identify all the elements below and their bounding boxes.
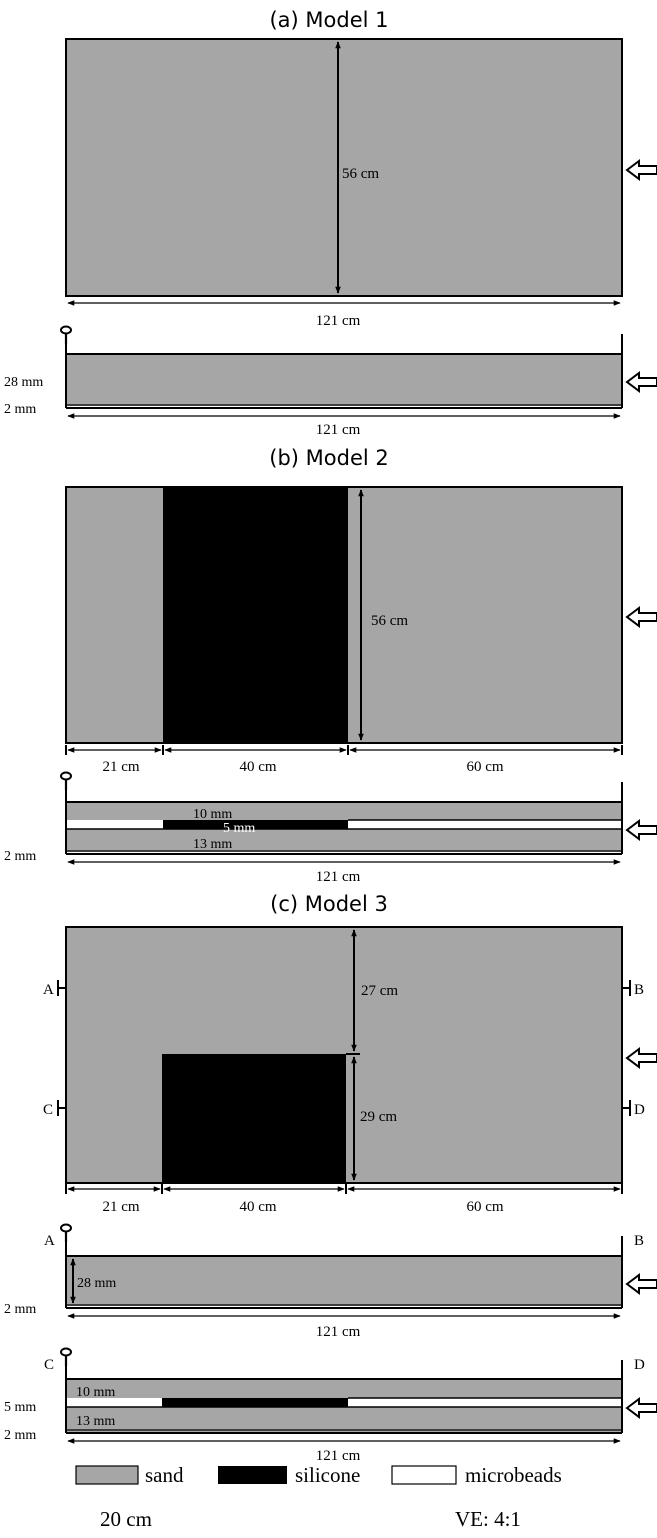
model3-section-ab-sand	[66, 1256, 622, 1306]
model3-section-cd-push-arrow-icon	[626, 1398, 657, 1418]
model3-seg2-label: 40 cm	[239, 1199, 276, 1215]
model1-section-thickness-label: 28 mm	[4, 375, 43, 390]
model2-section-push-arrow-icon	[626, 820, 657, 840]
model2-section-mid-label: 5 mm	[223, 821, 255, 836]
model2-title: (b) Model 2	[269, 446, 388, 470]
model1-height-label: 56 cm	[342, 166, 379, 182]
model3-section-cd-right-mark: D	[634, 1357, 645, 1373]
model3-section-ab-pin-icon	[59, 1223, 73, 1244]
model3-section-cd-top-label: 10 mm	[76, 1385, 115, 1400]
legend-sand-label: sand	[145, 1463, 184, 1487]
model3-section-cd-pin-icon	[59, 1347, 73, 1368]
legend-silicone-swatch	[218, 1466, 287, 1484]
model1-section-base-label: 2 mm	[4, 402, 36, 417]
model1-section-width-label: 121 cm	[316, 422, 361, 438]
model1-section-sand	[66, 354, 622, 406]
model3-title: (c) Model 3	[270, 892, 388, 916]
model3-section-ab-width-label: 121 cm	[316, 1324, 361, 1340]
model3-section-cd-left-mark: C	[44, 1357, 54, 1373]
model1-width-label: 121 cm	[316, 313, 361, 329]
model1-map-sand	[65, 38, 623, 297]
model2-seg2-label: 40 cm	[239, 759, 276, 775]
model3-section-ab-thickness-label: 28 mm	[77, 1276, 116, 1291]
model1-map-push-arrow-icon	[626, 160, 657, 180]
model2-section-top-label: 10 mm	[193, 807, 232, 822]
model3-section-ab-left-mark: A	[44, 1233, 55, 1249]
model1-section-push-arrow-icon	[626, 372, 657, 392]
model3-map-push-arrow-icon	[626, 1048, 657, 1068]
model2-map-silicone	[163, 487, 348, 743]
model3-mark-a: A	[43, 982, 54, 998]
model2-height-label: 56 cm	[371, 613, 408, 629]
model2-section-pin-icon	[59, 771, 73, 792]
legend-scale-label: 20 cm	[100, 1507, 152, 1531]
model2-seg3-label: 60 cm	[466, 759, 503, 775]
model2-section-silicone	[163, 820, 348, 829]
model2-map-push-arrow-icon	[626, 607, 657, 627]
model2-section-bottom-label: 13 mm	[193, 837, 232, 852]
model1-title: (a) Model 1	[269, 8, 388, 32]
model3-seg1-label: 21 cm	[102, 1199, 139, 1215]
model3-map-silicone	[162, 1054, 346, 1183]
model3-section-ab-base-label: 2 mm	[4, 1302, 36, 1317]
model3-mark-c: C	[43, 1102, 53, 1118]
model3-section-cd-bottom-label: 13 mm	[76, 1414, 115, 1429]
model3-upper-label: 27 cm	[361, 983, 398, 999]
model2-section-width-label: 121 cm	[316, 869, 361, 885]
model2-section-base-label: 2 mm	[4, 849, 36, 864]
legend-silicone-label: silicone	[295, 1463, 360, 1487]
legend-microbeads-swatch	[391, 1465, 457, 1485]
model3-section-cd-base-label: 2 mm	[4, 1428, 36, 1443]
model3-mark-b: B	[634, 982, 644, 998]
legend-sand-swatch	[75, 1465, 139, 1485]
legend-ve-label: VE: 4:1	[455, 1507, 521, 1531]
model3-section-cd-mid-label: 5 mm	[4, 1400, 36, 1415]
model3-seg3-label: 60 cm	[466, 1199, 503, 1215]
model3-lower-label: 29 cm	[360, 1109, 397, 1125]
model3-section-ab-push-arrow-icon	[626, 1274, 657, 1294]
legend-microbeads-label: microbeads	[465, 1463, 562, 1487]
model3-section-cd-silicone	[162, 1398, 348, 1407]
model3-mark-d: D	[634, 1102, 645, 1118]
model3-section-ab-right-mark: B	[634, 1233, 644, 1249]
model3-section-cd-width-label: 121 cm	[316, 1448, 361, 1464]
model2-seg1-label: 21 cm	[102, 759, 139, 775]
